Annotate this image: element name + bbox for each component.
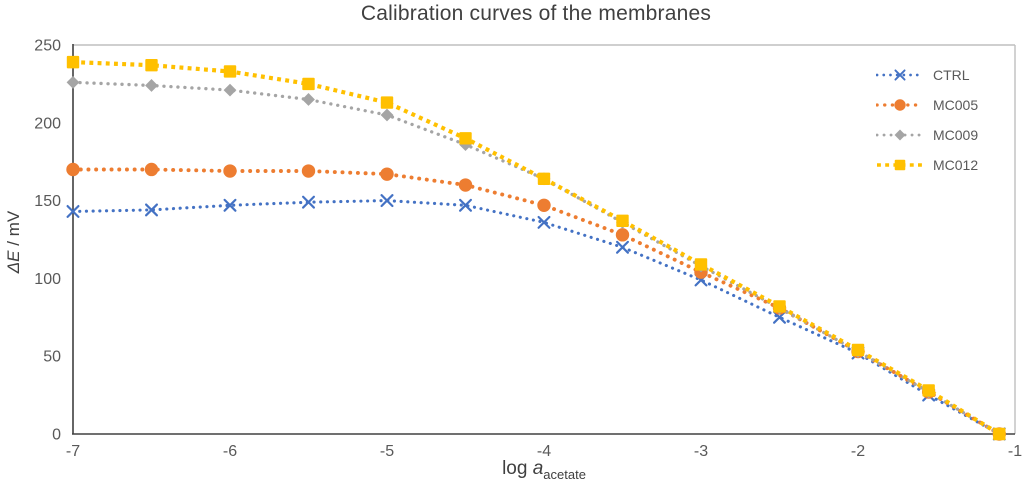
marker-MC005 [223,164,237,178]
legend-label: MC009 [933,127,979,143]
series-line-CTRL [71,199,1001,436]
marker-CTRL [302,195,315,209]
legend-key-MC012 [877,159,923,171]
legend-key-CTRL [876,69,924,81]
marker-MC005 [301,164,316,178]
x-axis-variable: a [532,458,544,479]
marker-CTRL [537,215,551,229]
y-tick-label: 250 [34,38,61,55]
legend: CTRL MC005 MC009 MC012 [876,60,978,180]
x-axis-subscript: acetate [543,466,586,482]
y-tick-label: 200 [34,115,61,132]
marker-MC012 [66,55,80,69]
marker-MC012 [993,427,1006,441]
marker-MC012 [773,300,786,313]
marker-MC009 [145,79,158,92]
marker-CTRL [772,310,787,324]
x-tick-label: -5 [380,443,394,460]
marker-MC012 [459,132,472,145]
marker-MC005 [144,162,159,177]
marker-MC005 [66,162,80,177]
marker-MC012 [380,96,394,109]
marker-CTRL [615,240,630,254]
y-tick-label: 50 [43,349,61,366]
marker-MC005 [380,167,394,181]
marker-MC012 [537,172,551,186]
marker-MC005 [458,178,473,192]
series-CTRL [66,194,1006,441]
series-MC009 [66,75,1006,441]
x-tick-label: -2 [851,443,865,460]
legend-marker-MC005 [894,99,906,111]
y-tick-label: 0 [52,427,61,444]
marker-MC012 [302,77,315,91]
series-line-MC005 [71,167,1002,436]
marker-MC009 [459,138,472,151]
marker-MC012 [922,384,935,397]
legend-label: MC005 [933,97,979,113]
series-line-MC009 [71,80,1001,436]
marker-MC009 [380,108,394,122]
y-tick-label: 150 [34,193,61,210]
marker-CTRL [145,203,158,217]
marker-MC005 [537,198,551,212]
legend-marker-MC009 [894,129,906,141]
x-tick-label: -4 [537,443,551,460]
legend-label: MC012 [933,157,979,173]
legend-key-MC005 [876,99,924,111]
legend-key-MC009 [876,129,924,141]
marker-MC009 [223,83,237,97]
marker-MC012 [851,343,865,357]
legend-item-MC012: MC012 [876,150,978,180]
series-line-MC012 [72,60,1001,436]
marker-MC012 [145,59,158,72]
x-tick-label: -6 [223,443,237,460]
legend-item-CTRL: CTRL [876,60,978,90]
chart-title: Calibration curves of the membranes [360,2,712,25]
marker-MC012 [223,65,237,78]
legend-label: CTRL [933,67,970,83]
y-tick-label: 100 [34,271,61,288]
y-axis-variable: ΔE [4,250,23,274]
marker-CTRL [223,198,237,212]
marker-MC005 [615,228,630,242]
marker-MC009 [66,75,80,89]
series-MC012 [66,55,1006,441]
y-axis-title: ΔE / mV [4,192,24,292]
marker-MC012 [616,214,629,228]
legend-item-MC009: MC009 [876,120,978,150]
legend-marker-CTRL [894,69,906,81]
x-axis-prefix: log [502,458,533,479]
legend-marker-MC012 [894,159,906,171]
marker-CTRL [380,194,394,208]
x-tick-label: -3 [694,443,708,460]
x-tick-label: -7 [66,443,80,460]
marker-MC012 [694,258,708,271]
series-MC005 [66,162,1006,441]
x-tick-label: -1 [1008,443,1022,460]
marker-CTRL [459,198,472,212]
y-axis-unit: / mV [4,210,23,251]
marker-MC009 [302,93,315,106]
x-axis-title: log aacetate [73,458,1015,482]
legend-item-MC005: MC005 [876,90,978,120]
marker-CTRL [66,204,80,218]
